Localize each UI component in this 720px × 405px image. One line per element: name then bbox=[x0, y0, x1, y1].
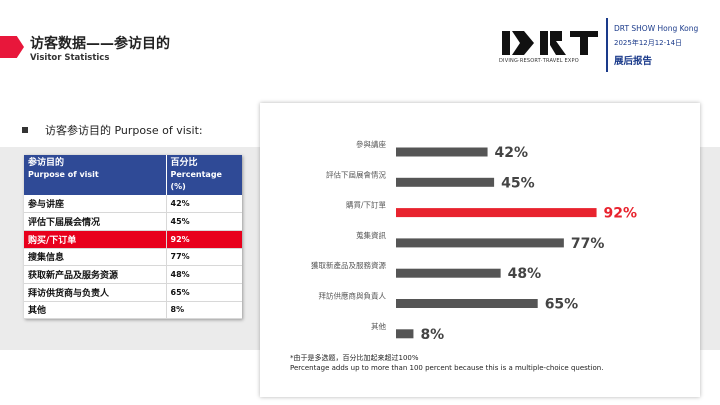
drt-logo-mark bbox=[502, 31, 598, 55]
footnote-en: Percentage adds up to more than 100 perc… bbox=[290, 364, 604, 372]
table-header-row: 参访目的 Purpose of visit 百分比 Percentage (%) bbox=[24, 155, 242, 195]
table-row: 参与讲座 42% bbox=[24, 195, 242, 214]
header-purpose-en: Purpose of visit bbox=[28, 170, 99, 179]
bar bbox=[396, 177, 495, 187]
bar bbox=[396, 299, 538, 308]
category-label: 其他 bbox=[371, 321, 386, 331]
value-label: 42% bbox=[495, 145, 529, 161]
header-purpose-cn: 参访目的 bbox=[28, 158, 65, 168]
section-label: 访客参访目的 Purpose of visit: bbox=[45, 124, 203, 137]
header-divider bbox=[606, 18, 608, 72]
table-row: 购买/下订单 92% bbox=[24, 230, 242, 249]
chart-card: 參與講座 42% 評估下屆展會情況 45% 購買/下訂單 92% 蒐集資訊 77% 獲取新產品及… bbox=[260, 103, 700, 397]
value-label: 92% bbox=[604, 206, 638, 222]
table-row: 搜集信息 77% bbox=[24, 248, 242, 267]
row-value: 77% bbox=[165, 248, 242, 267]
row-label: 获取新产品及服务资源 bbox=[24, 265, 166, 284]
row-label: 搜集信息 bbox=[24, 248, 166, 267]
bar bbox=[396, 208, 597, 218]
row-label: 参与讲座 bbox=[24, 195, 166, 214]
footnote-cn: *由于是多选题，百分比加起来超过100% bbox=[290, 354, 419, 362]
row-value: 48% bbox=[165, 265, 242, 284]
bar bbox=[396, 238, 564, 248]
category-label: 購買/下訂單 bbox=[346, 200, 387, 210]
row-value: 65% bbox=[165, 283, 242, 302]
report-label: 展后报告 bbox=[614, 56, 653, 67]
table-row: 获取新产品及服务资源 48% bbox=[24, 265, 242, 284]
bar bbox=[396, 268, 501, 278]
value-label: 8% bbox=[420, 327, 444, 343]
page-title: 访客数据——参访目的 bbox=[30, 36, 170, 52]
value-label: 65% bbox=[545, 297, 579, 313]
row-value: 45% bbox=[165, 212, 242, 231]
page-subtitle: Visitor Statistics bbox=[30, 53, 110, 63]
header-purpose: 参访目的 Purpose of visit bbox=[24, 155, 167, 195]
table-body: 参与讲座 42% 评估下届展会情况 45% 购买/下订单 92% 搜集信息 77% 获取… bbox=[24, 195, 242, 320]
bar bbox=[396, 329, 414, 339]
bar bbox=[396, 147, 488, 157]
header-percentage-en: Percentage (%) bbox=[170, 170, 222, 191]
purpose-table: 参访目的 Purpose of visit 百分比 Percentage (%)… bbox=[24, 155, 242, 320]
footnote: *由于是多选题，百分比加起来超过100% Percentage adds up … bbox=[290, 353, 603, 373]
header-percentage: 百分比 Percentage (%) bbox=[166, 155, 242, 195]
category-label: 參與講座 bbox=[356, 139, 386, 149]
value-label: 77% bbox=[571, 236, 605, 252]
table-row: 其他 8% bbox=[24, 301, 242, 320]
logo-tagline: DIVING·RESORT·TRAVEL EXPO bbox=[499, 58, 579, 64]
category-label: 獲取新產品及服務資源 bbox=[311, 260, 386, 270]
value-label: 45% bbox=[501, 175, 535, 191]
header-percentage-cn: 百分比 bbox=[170, 158, 198, 168]
purpose-bar-chart: 參與講座 42% 評估下屆展會情況 45% 購買/下訂單 92% 蒐集資訊 77% 獲取新產品及… bbox=[311, 139, 638, 343]
table-row: 评估下届展会情况 45% bbox=[24, 212, 242, 231]
category-label: 蒐集資訊 bbox=[356, 230, 386, 240]
bullet-square bbox=[22, 127, 28, 133]
row-label: 购买/下订单 bbox=[24, 230, 166, 249]
value-label: 48% bbox=[508, 266, 542, 282]
show-name: DRT SHOW Hong Kong bbox=[614, 24, 699, 33]
drt-logo bbox=[502, 31, 598, 55]
table-row: 拜访供货商与负责人 65% bbox=[24, 283, 242, 302]
row-value: 42% bbox=[165, 195, 242, 214]
row-label: 其他 bbox=[24, 301, 166, 320]
row-value: 92% bbox=[165, 230, 242, 249]
row-label: 拜访供货商与负责人 bbox=[24, 283, 166, 302]
row-value: 8% bbox=[165, 301, 242, 320]
show-date: 2025年12月12-14日 bbox=[614, 39, 683, 47]
category-label: 拜訪供應商與負責人 bbox=[319, 291, 387, 301]
category-label: 評估下屆展會情況 bbox=[326, 169, 386, 179]
row-label: 评估下届展会情况 bbox=[24, 212, 166, 231]
accent-tab bbox=[0, 36, 24, 58]
